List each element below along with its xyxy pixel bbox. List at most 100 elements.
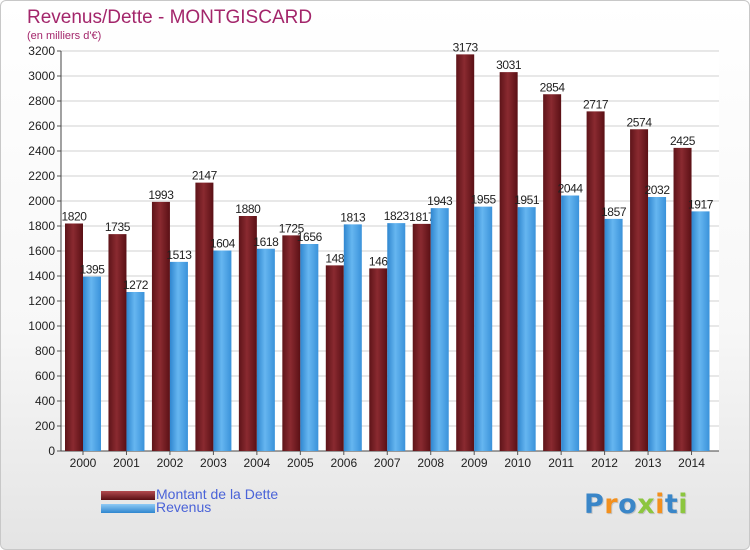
data-label-revenus: 1951 <box>514 193 540 207</box>
bar-revenus <box>648 197 667 451</box>
bar-revenus <box>343 224 362 451</box>
y-tick-label: 3200 <box>28 44 55 58</box>
data-label-dette: 2425 <box>670 134 696 148</box>
bar-dette <box>195 182 214 451</box>
bar-dette <box>282 235 301 451</box>
y-tick-label: 3000 <box>28 69 55 83</box>
bar-revenus <box>604 218 623 451</box>
x-tick-label: 2006 <box>330 456 357 470</box>
logo-letter: t <box>664 489 679 520</box>
x-tick-label: 2014 <box>678 456 705 470</box>
bar-dette <box>65 223 83 451</box>
x-tick-label: 2003 <box>200 456 227 470</box>
bar-dette <box>456 54 475 451</box>
bar-dette <box>151 201 170 451</box>
bar-revenus <box>169 261 188 451</box>
x-tick-label: 2012 <box>591 456 618 470</box>
x-tick-label: 2000 <box>70 456 97 470</box>
y-tick-label: 600 <box>35 369 55 383</box>
y-tick-label: 2200 <box>28 169 55 183</box>
logo-letter: x <box>637 489 656 520</box>
logo-letter: i <box>655 489 665 520</box>
data-label-revenus: 1955 <box>471 193 497 207</box>
chart-subtitle: (en milliers d'€) <box>27 30 102 42</box>
data-label-dette: 148 <box>325 251 345 265</box>
x-tick-label: 2001 <box>113 456 140 470</box>
y-tick-label: 400 <box>35 394 55 408</box>
x-tick-label: 2009 <box>461 456 488 470</box>
y-tick-label: 2400 <box>28 144 55 158</box>
y-tick-label: 1800 <box>28 219 55 233</box>
y-tick-label: 200 <box>35 419 55 433</box>
data-label-revenus: 1943 <box>427 194 453 208</box>
data-label-revenus: 1857 <box>601 205 627 219</box>
data-label-revenus: 1917 <box>688 197 714 211</box>
data-label-dette: 1735 <box>105 220 131 234</box>
bar-revenus <box>517 207 536 451</box>
chart-title: Revenus/Dette - MONTGISCARD <box>27 7 313 28</box>
bar-dette <box>412 223 431 451</box>
bar-revenus <box>300 244 319 451</box>
x-tick-label: 2011 <box>548 456 574 470</box>
data-label-revenus: 2044 <box>558 182 584 196</box>
x-tick-label: 2002 <box>157 456 184 470</box>
data-label-dette: 1817 <box>409 210 435 224</box>
bar-dette <box>543 94 562 451</box>
data-label-dette: 2717 <box>583 97 609 111</box>
data-label-dette: 1725 <box>279 221 305 235</box>
data-label-revenus: 1513 <box>166 248 192 262</box>
logo-letter: i <box>678 489 689 520</box>
logo-letter: r <box>604 489 619 520</box>
bar-revenus <box>474 206 493 451</box>
y-tick-label: 1600 <box>28 244 55 258</box>
bar-revenus <box>126 292 145 451</box>
bar-revenus <box>213 250 232 451</box>
data-label-dette: 3031 <box>496 58 522 72</box>
data-label-revenus: 1656 <box>297 230 323 244</box>
bar-dette <box>238 216 257 451</box>
x-tick-label: 2008 <box>417 456 444 470</box>
x-tick-label: 2004 <box>244 456 271 470</box>
y-tick-label: 1000 <box>28 319 55 333</box>
legend-swatch-dette <box>101 491 155 500</box>
legend-label-dette: Montant de la Dette <box>156 486 279 502</box>
bar-dette <box>499 72 518 451</box>
bar-dette <box>586 111 605 451</box>
data-label-revenus: 1618 <box>253 235 279 249</box>
bar-dette <box>369 268 388 451</box>
bar-revenus <box>430 208 449 451</box>
x-tick-label: 2010 <box>504 456 531 470</box>
y-tick-label: 2000 <box>28 194 55 208</box>
data-label-dette: 1880 <box>235 202 261 216</box>
data-label-dette: 1993 <box>148 188 174 202</box>
data-label-revenus: 1395 <box>79 263 105 277</box>
data-label-revenus: 2032 <box>645 183 671 197</box>
bar-dette <box>673 147 692 451</box>
data-label-dette: 3173 <box>453 40 479 54</box>
logo-letter: o <box>618 489 638 520</box>
legend-label-revenus: Revenus <box>156 499 212 515</box>
data-label-dette: 146 <box>369 254 389 268</box>
y-tick-label: 1200 <box>28 294 55 308</box>
y-tick-label: 0 <box>48 444 55 458</box>
data-label-revenus: 1604 <box>210 237 236 251</box>
x-tick-label: 2005 <box>287 456 314 470</box>
data-label-dette: 2854 <box>540 80 566 94</box>
logo-letter: P <box>584 489 605 520</box>
bar-revenus <box>561 195 580 451</box>
bar-revenus <box>256 248 275 451</box>
y-tick-label: 2800 <box>28 94 55 108</box>
x-tick-label: 2013 <box>635 456 662 470</box>
data-label-dette: 1820 <box>61 210 87 224</box>
bar-dette <box>630 129 649 451</box>
bar-dette <box>108 234 127 451</box>
bar-dette <box>325 265 344 451</box>
data-label-revenus: 1823 <box>384 209 410 223</box>
x-tick-label: 2007 <box>374 456 401 470</box>
bar-revenus <box>83 276 101 451</box>
data-label-dette: 2147 <box>192 169 218 183</box>
bar-revenus <box>387 223 406 451</box>
y-tick-label: 1400 <box>28 269 55 283</box>
